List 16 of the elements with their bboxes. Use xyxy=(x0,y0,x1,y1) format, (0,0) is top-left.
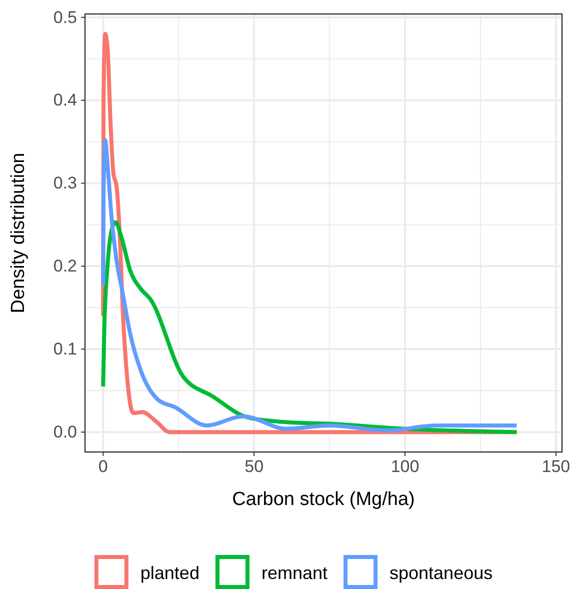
y-tick-label: 0.1 xyxy=(53,340,77,359)
x-tick-label: 100 xyxy=(390,457,420,476)
y-tick-label: 0.2 xyxy=(53,256,77,276)
y-tick-label: 0.0 xyxy=(53,422,77,442)
x-tick-label: 150 xyxy=(542,457,570,476)
x-tick-label: 0 xyxy=(98,457,108,476)
legend-label: remnant xyxy=(261,563,328,583)
x-axis-title: Carbon stock (Mg/ha) xyxy=(232,489,415,510)
line-series xyxy=(101,138,519,432)
y-tick-label: 0.5 xyxy=(53,8,77,27)
y-axis-title: Density distribution xyxy=(8,152,29,314)
legend-label: spontaneous xyxy=(390,563,493,583)
y-tick-label: 0.4 xyxy=(53,90,77,110)
x-tick-label: 50 xyxy=(244,457,264,476)
y-tick-label: 0.3 xyxy=(53,174,77,193)
legend-label: planted xyxy=(140,563,200,583)
